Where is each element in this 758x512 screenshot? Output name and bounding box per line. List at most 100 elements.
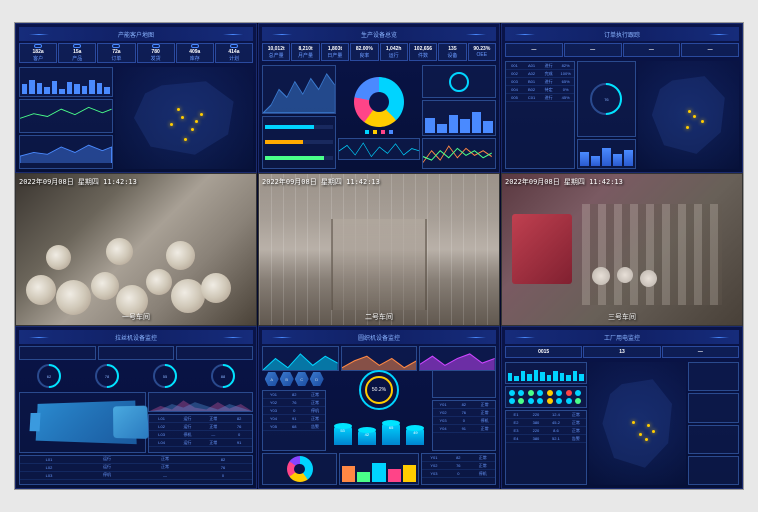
bdash1-title: 拉丝机设备监控 — [19, 330, 253, 344]
table-row[interactable]: Y0182正常 — [263, 391, 325, 399]
gauge: 55 — [153, 364, 177, 388]
kpi-card: 13 — [583, 346, 660, 358]
kpi-card: 1,803t日产量 — [321, 43, 349, 61]
dash1-title: 产能客户地图 — [19, 27, 253, 41]
dash2-kpis: 10,012t总产量8,210t月产量1,803t日产量82.00%良率1,04… — [262, 43, 496, 61]
table-row[interactable]: Y0276正常 — [433, 409, 495, 417]
table-row[interactable]: L03停机—0 — [149, 431, 252, 439]
camera-feed-1[interactable]: 2022年09月08日 星期四 11:42:13 一号车间 — [15, 173, 257, 326]
table-row[interactable]: Y0568告警 — [263, 423, 325, 431]
table-row[interactable]: Y0491正常 — [263, 415, 325, 423]
cam1-label: 一号车间 — [122, 312, 150, 322]
kpi-card: 8,210t月产量 — [291, 43, 319, 61]
camera-feed-3[interactable]: 2022年09月08日 星期四 11:42:13 三号车间 — [501, 173, 743, 326]
bdash2-donut[interactable] — [287, 456, 313, 482]
kpi-card: 72a订单 — [97, 43, 135, 63]
table-row[interactable]: Y0491正常 — [433, 425, 495, 433]
status-dot — [528, 390, 534, 396]
status-dot — [518, 390, 524, 396]
bdash3-table[interactable]: E122012.4正常E238045.2正常E32208.6正常E438052.… — [505, 410, 587, 485]
cam1-timestamp: 2022年09月08日 星期四 11:42:13 — [19, 177, 137, 187]
dashboard-frame: 产能客户地图 182a客户15a产品72a订单780发货409a库存414a计划… — [14, 22, 744, 490]
table-row[interactable]: 004B02待定0% — [506, 86, 574, 94]
table-row[interactable]: Y0276正常 — [263, 399, 325, 407]
bdash2-list[interactable]: Y0182正常Y0276正常Y030停机Y0491正常 — [432, 400, 496, 451]
kpi-card: — — [662, 346, 739, 358]
table-row[interactable]: E438052.1告警 — [506, 435, 586, 443]
bdash2-bars — [339, 453, 418, 485]
table-row[interactable]: E122012.4正常 — [506, 411, 586, 419]
power-monitor-dashboard: 工厂用电监控 001513— E122012.4正常E238045.2正常E32… — [501, 326, 743, 489]
table-row[interactable]: Y030停机 — [433, 417, 495, 425]
camera-feed-2[interactable]: 2022年09月08日 星期四 11:42:13 二号车间 — [258, 173, 500, 326]
camera-feeds-row: 2022年09月08日 星期四 11:42:13 一号车间 2022年09月08… — [15, 173, 743, 326]
dash3-kpis: ———— — [505, 43, 739, 57]
status-dot — [537, 390, 543, 396]
bdash3-bars — [505, 362, 587, 384]
table-row[interactable]: L02运行正常76 — [149, 423, 252, 431]
bdash1-gauges: 62 78 55 88 — [19, 362, 253, 390]
table-row[interactable]: L04运行正常91 — [149, 439, 252, 447]
gauge: 78 — [95, 364, 119, 388]
table-row[interactable]: L01运行正常82 — [20, 456, 252, 464]
kpi-card: 1,042h运行 — [380, 43, 408, 61]
table-row[interactable]: 003B01进行65% — [506, 78, 574, 86]
bdash2-center-val: 50.2% — [372, 387, 386, 393]
table-row[interactable]: Y0276正常 — [422, 462, 495, 470]
cam3-timestamp: 2022年09月08日 星期四 11:42:13 — [505, 177, 623, 187]
kpi-card: 15a产品 — [58, 43, 96, 63]
status-dot — [556, 390, 562, 396]
order-tracking-dashboard: 订单执行跟踪 ———— 001A01进行82%002A02完成100%003B0… — [501, 23, 743, 173]
gauge: 62 — [37, 364, 61, 388]
kpi-card: 0015 — [505, 346, 582, 358]
dash3-china-map[interactable] — [638, 61, 739, 169]
status-dot — [509, 390, 515, 396]
dash1-china-map[interactable] — [115, 67, 253, 169]
kpi-card: 409a库存 — [176, 43, 214, 63]
table-row[interactable]: E238045.2正常 — [506, 419, 586, 427]
kpi-card: 780发货 — [137, 43, 175, 63]
dash3-table[interactable]: 001A01进行82%002A02完成100%003B01进行65%004B02… — [505, 61, 575, 169]
bdash3-kpis: 001513— — [505, 346, 739, 358]
bdash2-side-list[interactable]: Y0182正常Y0276正常Y030停机Y0491正常Y0568告警 — [262, 390, 326, 451]
table-row[interactable]: E32208.6正常 — [506, 427, 586, 435]
bdash2-hexes: ABCD — [264, 372, 324, 386]
table-row[interactable]: L01运行正常82 — [149, 415, 252, 423]
status-dot — [547, 398, 553, 404]
table-row[interactable]: Y0182正常 — [433, 401, 495, 409]
production-overview-dashboard: 生产设备总览 10,012t总产量8,210t月产量1,803t日产量82.00… — [258, 23, 500, 173]
status-dot — [575, 390, 581, 396]
status-dot — [509, 398, 515, 404]
dash1-kpis: 182a客户15a产品72a订单780发货409a库存414a计划 — [19, 43, 253, 63]
gauge: 88 — [211, 364, 235, 388]
table-row[interactable]: 002A02完成100% — [506, 70, 574, 78]
loom-machine-dashboard: 圆织机设备监控 ABCD Y0182正常Y0276正常Y030停机Y0491正常… — [258, 326, 500, 489]
kpi-card: 82.00%良率 — [350, 43, 378, 61]
bdash1-list[interactable]: L01运行正常82L02运行正常76L03停机—0L04运行正常91 — [148, 414, 253, 453]
status-dot — [566, 390, 572, 396]
dash2-area1 — [262, 65, 336, 114]
bdash3-status-dots — [505, 386, 587, 408]
kpi-card: 135设备 — [438, 43, 466, 61]
table-row[interactable]: L03停机—0 — [20, 472, 252, 480]
table-row[interactable]: 001A01进行82% — [506, 62, 574, 70]
cam2-timestamp: 2022年09月08日 星期四 11:42:13 — [262, 177, 380, 187]
dash1-bar-chart — [19, 67, 113, 97]
bdash1-3d-machine[interactable] — [19, 392, 146, 453]
bdash3-china-map[interactable] — [589, 362, 686, 485]
table-row[interactable]: Y0182正常 — [422, 454, 495, 462]
wire-machine-dashboard: 拉丝机设备监控 62785588 L01运行正常82L02运行正常76L03停机… — [15, 326, 257, 489]
table-row[interactable]: 005C01进行45% — [506, 94, 574, 102]
status-dot — [556, 398, 562, 404]
kpi-card: 414a计划 — [215, 43, 253, 63]
dash3-title: 订单执行跟踪 — [505, 27, 739, 41]
table-row[interactable]: L02运行正常76 — [20, 464, 252, 472]
kpi-card: — — [505, 43, 563, 57]
dash2-title: 生产设备总览 — [262, 27, 496, 41]
dash3-bars — [577, 139, 636, 169]
table-row[interactable]: Y030停机 — [263, 407, 325, 415]
bdash1-bottom-table[interactable]: L01运行正常82L02运行正常76L03停机—0 — [19, 455, 253, 485]
dash2-donut-chart[interactable] — [354, 77, 404, 127]
table-row[interactable]: Y030停机 — [422, 470, 495, 478]
status-dot — [566, 398, 572, 404]
